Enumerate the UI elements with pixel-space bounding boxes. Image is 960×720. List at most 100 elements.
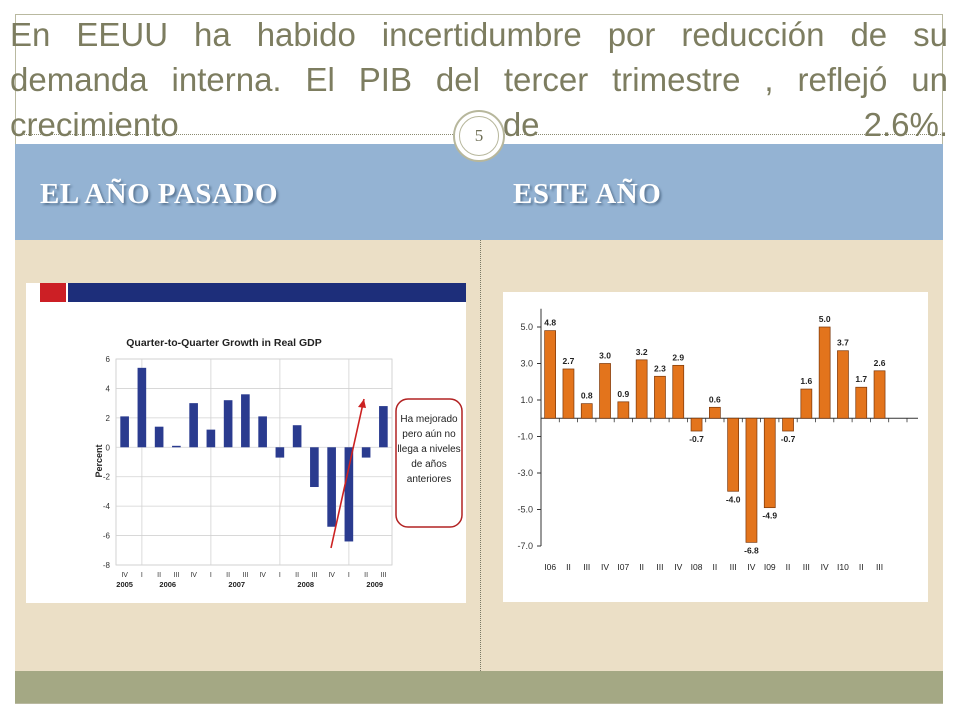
right-chart-value-label: 0.6 bbox=[709, 394, 721, 404]
left-chart-bar bbox=[206, 429, 216, 448]
right-chart-xtick-label: IV bbox=[601, 562, 609, 572]
right-chart-ytick-label: -5.0 bbox=[517, 505, 533, 515]
left-chart-year-labels: 2005 2006 2007 2008 2009 bbox=[116, 580, 383, 589]
left-chart-year-label: 2009 bbox=[366, 580, 383, 589]
right-chart-xtick-label: IV bbox=[747, 562, 755, 572]
left-chart-bar bbox=[327, 447, 336, 527]
right-chart-bar bbox=[763, 417, 776, 509]
right-chart-value-label: 3.0 bbox=[599, 351, 611, 361]
left-chart-bar bbox=[223, 400, 233, 448]
annotation-line: llega a niveles bbox=[397, 444, 460, 455]
left-chart-xtick-label: I bbox=[348, 572, 350, 579]
right-chart-value-label: -4.0 bbox=[726, 494, 741, 504]
right-chart-xtick-label: I08 bbox=[691, 562, 703, 572]
right-chart-bar bbox=[855, 386, 868, 419]
left-chart-bar bbox=[154, 426, 164, 448]
left-chart-bar bbox=[241, 394, 250, 448]
annotation-line: Ha mejorado bbox=[400, 414, 458, 425]
right-chart-value-label: -4.9 bbox=[762, 511, 777, 521]
right-chart-xtick-label: I10 bbox=[837, 562, 849, 572]
annotation-text: Ha mejorado pero aún no llega a niveles de … bbox=[397, 414, 460, 485]
right-chart-ytick-label: -7.0 bbox=[517, 541, 533, 551]
right-chart-xtick-label: II bbox=[712, 562, 717, 572]
right-chart-value-label: 5.0 bbox=[819, 314, 831, 324]
left-chart-ytick-label: -2 bbox=[103, 473, 111, 482]
left-chart-xtick-label: IV bbox=[259, 572, 266, 579]
right-chart-bar bbox=[672, 364, 685, 419]
right-chart-bar bbox=[654, 375, 666, 419]
right-chart-xtick-label: I09 bbox=[764, 562, 776, 572]
right-chart-value-label: 3.2 bbox=[636, 347, 648, 357]
left-chart-ytick-label: -6 bbox=[103, 532, 111, 541]
annotation-line: pero aún no bbox=[402, 429, 456, 440]
right-chart-bar bbox=[617, 401, 630, 419]
left-chart-xtick-label: IV bbox=[121, 572, 128, 579]
left-chart-bar bbox=[258, 416, 267, 448]
right-chart-ytick-label: 3.0 bbox=[520, 359, 533, 369]
trend-arrow-head bbox=[358, 399, 366, 408]
right-chart-bar bbox=[635, 359, 648, 419]
header-strip-navy bbox=[68, 283, 466, 302]
right-chart-value-label: 2.7 bbox=[563, 356, 575, 366]
left-chart-y-ticks: 6 4 2 0 -2 -4 -6 -8 bbox=[103, 355, 111, 570]
right-chart-xtick-label: II bbox=[859, 562, 864, 572]
left-chart-bar bbox=[189, 403, 198, 448]
right-chart-bars bbox=[544, 326, 886, 543]
right-chart-ytick-label: 1.0 bbox=[520, 395, 533, 405]
left-chart-ytick-label: 0 bbox=[106, 443, 111, 452]
left-chart-year-label: 2008 bbox=[297, 580, 314, 589]
right-chart-xtick-label: I06 bbox=[544, 562, 556, 572]
left-chart-xtick-label: III bbox=[380, 572, 386, 579]
page-number: 5 bbox=[459, 116, 499, 156]
right-chart-value-label: 2.6 bbox=[874, 358, 886, 368]
left-chart-bar bbox=[344, 447, 354, 542]
right-chart-xtick-label: III bbox=[656, 562, 663, 572]
left-chart-ytick-label: -8 bbox=[103, 561, 111, 570]
right-chart-bar bbox=[580, 403, 593, 419]
right-chart-xtick-label: III bbox=[876, 562, 883, 572]
annotation-line: de años bbox=[411, 459, 447, 470]
right-chart-xtick-label: II bbox=[786, 562, 791, 572]
footer-band bbox=[15, 671, 943, 703]
right-chart-bar bbox=[818, 326, 831, 419]
right-chart-xtick-label: II bbox=[566, 562, 571, 572]
header-strip-white bbox=[26, 283, 40, 302]
right-chart-bar bbox=[727, 417, 739, 492]
left-chart-xtick-label: II bbox=[157, 572, 161, 579]
left-chart-xtick-label: I bbox=[210, 572, 212, 579]
right-chart-value-label: 4.8 bbox=[544, 318, 556, 328]
left-chart-bar bbox=[120, 416, 129, 448]
right-chart-bar bbox=[782, 417, 794, 432]
annotation-box bbox=[395, 398, 463, 528]
right-chart-bar bbox=[745, 417, 758, 543]
left-chart-xtick-label: II bbox=[364, 572, 368, 579]
left-chart-image: Quarter-to-Quarter Growth in Real GDP 6 4… bbox=[26, 283, 466, 603]
right-gdp-chart: 5.0 3.0 1.0 -1.0 -3.0 -5.0 -7.0 4.8 2.7 0.8 3.0 0.… bbox=[517, 308, 918, 572]
left-chart-xtick-label: III bbox=[311, 572, 317, 579]
right-chart-value-label: 1.7 bbox=[855, 374, 867, 384]
left-chart-xtick-label: III bbox=[173, 572, 179, 579]
left-chart-bar bbox=[172, 445, 181, 448]
right-chart-xtick-label: IV bbox=[674, 562, 682, 572]
left-chart-title: Quarter-to-Quarter Growth in Real GDP bbox=[126, 337, 321, 349]
right-chart-ytick-label: 5.0 bbox=[520, 322, 533, 332]
column-divider bbox=[480, 240, 481, 671]
right-chart-value-label: 1.6 bbox=[800, 376, 812, 386]
right-chart-bar bbox=[690, 417, 703, 432]
left-chart-xtick-label: I bbox=[279, 572, 281, 579]
left-chart-year-label: 2007 bbox=[228, 580, 245, 589]
left-chart-ytick-label: 2 bbox=[106, 414, 111, 423]
right-chart-bar bbox=[599, 363, 611, 419]
right-chart-x-ticks: I06 II III IV I07 II III IV I08 II III IV I09 II III IV… bbox=[544, 562, 883, 572]
left-chart-bar bbox=[137, 367, 147, 448]
right-chart-value-label: 3.7 bbox=[837, 338, 849, 348]
right-chart-value-label: 2.3 bbox=[654, 363, 666, 373]
left-chart-bars bbox=[120, 367, 388, 542]
left-chart-bar bbox=[361, 447, 371, 458]
left-chart-year-label: 2006 bbox=[159, 580, 176, 589]
left-chart-ytick-label: -4 bbox=[103, 502, 111, 511]
left-chart-xtick-label: I bbox=[141, 572, 143, 579]
left-chart-x-ticks: IV I II III IV I II III IV I II III IV I II III bbox=[121, 572, 386, 579]
left-chart-bar bbox=[379, 406, 388, 448]
left-gdp-chart: Quarter-to-Quarter Growth in Real GDP 6 4… bbox=[26, 283, 466, 589]
